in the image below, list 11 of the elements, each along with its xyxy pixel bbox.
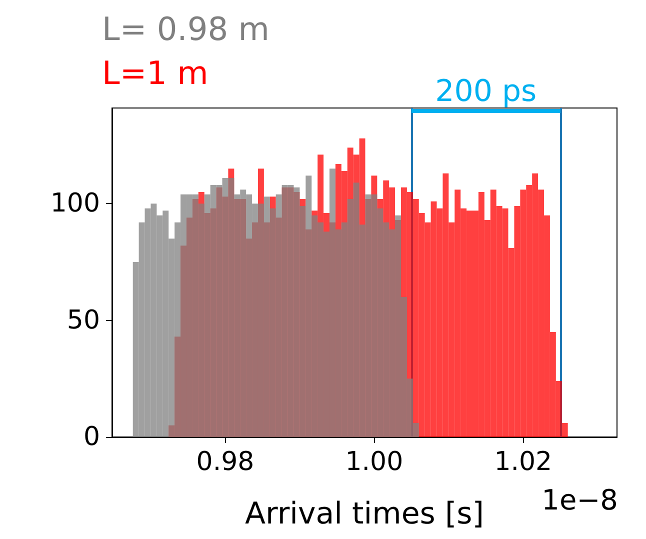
y-tick-label: 100 [50,188,100,219]
text: L=1 m [102,54,208,92]
text: 1e−8 [542,484,618,516]
annotation: 200 ps [435,74,537,110]
x-tick-label: 1.00 [345,447,404,477]
y-tick-label: 50 [66,305,100,336]
y-tick-label: 0 [83,422,100,452]
x-tick-label: 0.98 [196,447,254,477]
x-tick-label: 1.02 [494,447,552,477]
text: L= 0.98 m [102,10,270,48]
x-axis-title: Arrival times [s] [245,496,484,532]
